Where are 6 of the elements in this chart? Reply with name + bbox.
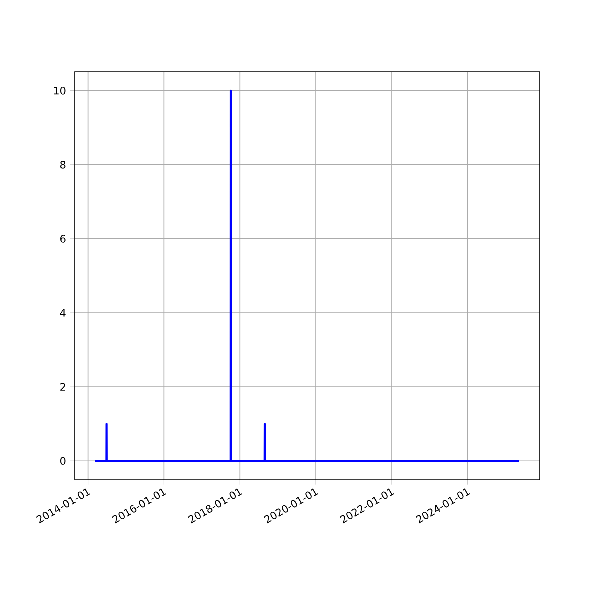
y-tick-label: 2 bbox=[60, 383, 66, 391]
y-tick-label: 0 bbox=[60, 457, 66, 466]
y-tick-label: 10 bbox=[54, 86, 66, 95]
y-tick-label: 8 bbox=[60, 160, 66, 169]
y-tick-label: 6 bbox=[60, 235, 66, 243]
y-tick-label: 4 bbox=[60, 309, 66, 317]
